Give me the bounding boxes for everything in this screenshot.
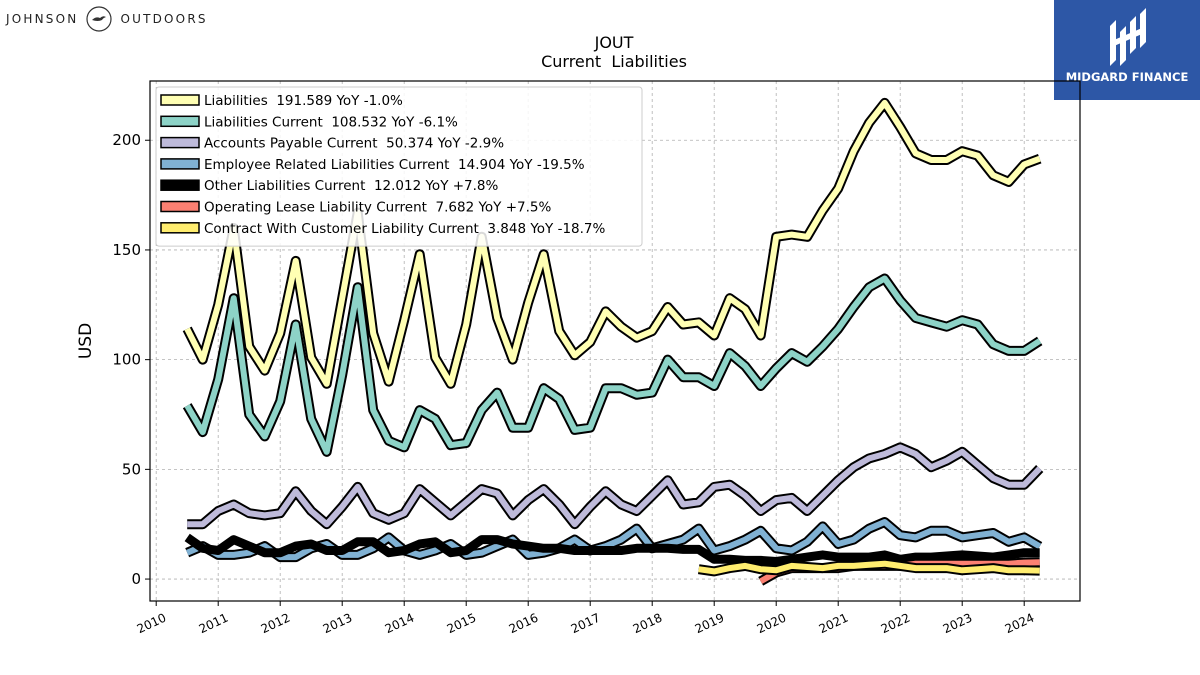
chart-title: JOUT	[594, 33, 634, 52]
company-name-left: JOHNSON	[6, 12, 79, 26]
legend-swatch	[160, 115, 200, 128]
chart-subtitle: Current Liabilities	[541, 52, 687, 71]
series-line	[184, 533, 1040, 566]
legend-label: Other Liabilities Current 12.012 YoY +7.…	[204, 178, 499, 194]
x-tick-label: 2010	[135, 611, 169, 637]
legend: Liabilities 191.589 YoY -1.0% Liabilities…	[155, 86, 643, 247]
duck-emblem-icon	[86, 6, 113, 32]
x-tick-label: 2021	[817, 611, 851, 637]
y-tick-label: 100	[112, 351, 141, 369]
legend-label: Liabilities Current 108.532 YoY -6.1%	[204, 114, 458, 130]
x-tick-label: 2011	[197, 611, 231, 637]
y-tick-label: 50	[122, 460, 141, 478]
x-tick-label: 2012	[259, 611, 293, 637]
x-tick-label: 2022	[879, 611, 913, 637]
y-tick-label: 200	[112, 131, 141, 149]
legend-label: Liabilities 191.589 YoY -1.0%	[204, 93, 403, 109]
legend-swatch	[160, 179, 200, 191]
y-axis-label: USD	[76, 323, 96, 359]
brand-logo-icon	[1110, 8, 1146, 66]
y-tick-label: 0	[131, 570, 141, 588]
x-tick-label: 2020	[755, 611, 789, 637]
legend-label: Contract With Customer Liability Current…	[204, 221, 606, 237]
x-tick-label: 2019	[693, 611, 727, 637]
series-group	[182, 97, 1044, 586]
company-name-right: OUTDOORS	[120, 12, 208, 26]
series-line	[187, 444, 1042, 528]
legend-label: Accounts Payable Current 50.374 YoY -2.9…	[204, 136, 504, 152]
legend-swatch	[160, 158, 200, 170]
x-tick-label: 2018	[631, 611, 665, 637]
x-tick-label: 2015	[445, 611, 479, 637]
brand-badge: MIDGARD FINANCE	[1054, 0, 1200, 100]
legend-label: Employee Related Liabilities Current 14.…	[204, 157, 585, 173]
x-tick-label: 2016	[507, 611, 541, 637]
legend-swatch	[160, 222, 200, 234]
company-logo: JOHNSON OUTDOORS	[6, 4, 208, 34]
plot-frame	[149, 80, 1081, 602]
x-tick-label: 2014	[383, 611, 417, 637]
legend-swatch	[160, 94, 200, 106]
series-line	[698, 560, 1040, 575]
series-line	[184, 99, 1041, 387]
x-tick-label: 2024	[1003, 611, 1037, 637]
legend-swatch	[160, 200, 200, 213]
x-tick-label: 2017	[569, 611, 603, 637]
legend-box	[155, 86, 643, 247]
series-line	[184, 275, 1042, 455]
x-tick-label: 2023	[941, 611, 975, 637]
series-line	[186, 519, 1042, 561]
legend-swatch	[160, 136, 200, 149]
legend-label: Operating Lease Liability Current 7.682 …	[204, 200, 551, 216]
x-tick-label: 2013	[321, 611, 355, 637]
y-tick-label: 150	[112, 241, 141, 259]
brand-name: MIDGARD FINANCE	[1065, 70, 1189, 84]
